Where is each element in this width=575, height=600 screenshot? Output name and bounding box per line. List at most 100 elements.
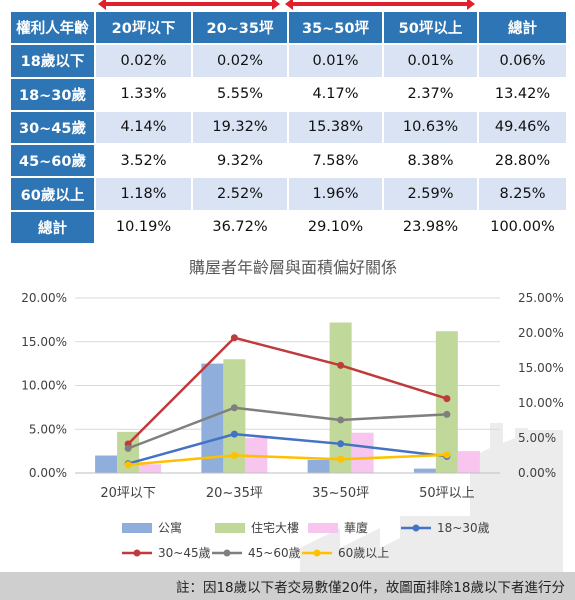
table-row: 60歲以上 1.18% 2.52% 1.96% 2.59% 8.25%: [9, 176, 568, 212]
line-point: [230, 334, 238, 342]
row-label: 總計: [9, 209, 96, 246]
x-tick-label: 20坪以下: [100, 486, 156, 501]
y-tick-label-left: 0.00%: [29, 466, 67, 480]
table-cell: 0.02%: [94, 43, 193, 79]
table-cell: 0.06%: [477, 43, 568, 79]
table-cell: 100.00%: [477, 209, 568, 246]
chart-title: 購屋者年齡層與面積偏好關係: [189, 258, 397, 277]
line-point: [230, 451, 238, 459]
x-axis: 20坪以下 20~35坪 35~50坪 50坪以上: [75, 472, 500, 501]
footnote: 註：因18歲以下者交易數僅20件，故圖面排除18歲以下者進行分: [175, 580, 565, 596]
table-cell: 29.10%: [287, 209, 384, 246]
table-header-row: 權利人年齡 20坪以下 20~35坪 35~50坪 50坪以上 總計: [9, 9, 568, 46]
table-cell: 2.37%: [382, 76, 479, 112]
row-label: 30~45歲: [9, 109, 96, 146]
y-tick-label-right: 25.00%: [518, 291, 564, 305]
table-cell: 13.42%: [477, 76, 568, 112]
table-cell: 5.55%: [191, 76, 289, 112]
legend-marker: [223, 549, 231, 557]
bar: [201, 363, 224, 473]
legend-label: 住宅大樓: [251, 520, 299, 535]
series-line: [127, 432, 448, 465]
row-label: 45~60歲: [9, 143, 96, 179]
legend-marker: [412, 524, 420, 532]
row-label: 60歲以上: [9, 176, 96, 212]
table-cell: 4.17%: [287, 76, 384, 112]
row-label: 18~30歲: [9, 76, 96, 112]
bar: [351, 432, 374, 473]
y-tick-label-right: 20.00%: [518, 326, 564, 340]
row-label: 18歲以下: [9, 43, 96, 79]
y-tick-label-left: 5.00%: [29, 422, 67, 436]
header-cell: 35~50坪: [287, 9, 384, 46]
line-point: [443, 410, 451, 418]
table-cell: 0.02%: [191, 43, 289, 79]
age-area-table: 權利人年齡 20坪以下 20~35坪 35~50坪 50坪以上 總計 18歲以下…: [9, 9, 568, 246]
table-cell: 15.38%: [287, 109, 384, 146]
table-cell: 1.96%: [287, 176, 384, 212]
y-tick-label-right: 5.00%: [518, 431, 556, 445]
table-row: 45~60歲 3.52% 9.32% 7.58% 8.38% 28.80%: [9, 143, 568, 179]
series-line: [127, 406, 447, 450]
legend-label: 公寓: [158, 520, 182, 535]
y-tick-label-right: 15.00%: [518, 361, 564, 375]
legend-label: 華廈: [344, 520, 368, 535]
header-cell: 20~35坪: [191, 9, 289, 46]
line-point: [337, 361, 345, 369]
table-cell: 4.14%: [94, 109, 193, 146]
y-axis-right: 0.00% 5.00% 10.00% 15.00% 20.00% 25.00%: [518, 291, 564, 480]
table-cell: 0.01%: [287, 43, 384, 79]
table-row: 18歲以下 0.02% 0.02% 0.01% 0.01% 0.06%: [9, 43, 568, 79]
table-cell: 49.46%: [477, 109, 568, 146]
legend-label: 60歲以上: [338, 546, 389, 560]
table-cell: 1.33%: [94, 76, 193, 112]
table-cell: 28.80%: [477, 143, 568, 179]
table-cell: 23.98%: [382, 209, 479, 246]
y-axis-left: 0.00% 5.00% 10.00% 15.00% 20.00%: [21, 291, 67, 480]
bar: [139, 464, 162, 473]
legend-label: 18~30歲: [437, 521, 490, 535]
table-cell: 8.38%: [382, 143, 479, 179]
header-cell: 權利人年齡: [9, 9, 96, 46]
x-tick-label: 35~50坪: [312, 486, 369, 501]
legend-swatch: [308, 523, 338, 533]
bar: [457, 451, 480, 473]
line-series: [124, 334, 451, 469]
table-cell: 1.18%: [94, 176, 193, 212]
line-point: [443, 395, 451, 403]
line-point: [443, 451, 451, 459]
legend-marker: [313, 549, 321, 557]
legend-marker: [133, 549, 141, 557]
y-tick-label-right: 0.00%: [518, 466, 556, 480]
table-row: 30~45歲 4.14% 19.32% 15.38% 10.63% 49.46%: [9, 109, 568, 146]
y-tick-label-left: 20.00%: [21, 291, 67, 305]
series-line: [127, 336, 448, 445]
y-tick-label-left: 10.00%: [21, 379, 67, 393]
bar: [435, 331, 458, 473]
line-point: [230, 404, 238, 412]
line-point: [124, 444, 132, 452]
table-total-row: 總計 10.19% 36.72% 29.10% 23.98% 100.00%: [9, 209, 568, 246]
x-tick-label: 20~35坪: [206, 486, 263, 501]
header-cell: 50坪以上: [382, 9, 479, 46]
line-point: [337, 416, 345, 424]
building-watermark: [300, 423, 563, 572]
bar: [307, 459, 330, 473]
series-line: [128, 453, 447, 466]
legend: 公寓 住宅大樓 華廈 18~30歲 30~45歲 45~60歲 60歲以上: [122, 520, 490, 560]
table-cell: 36.72%: [191, 209, 289, 246]
y-tick-label-right: 10.00%: [518, 396, 564, 410]
table-cell: 8.25%: [477, 176, 568, 212]
bar: [223, 359, 246, 473]
bar: [329, 322, 352, 473]
table-cell: 9.32%: [191, 143, 289, 179]
legend-label: 45~60歲: [248, 546, 301, 560]
right-double-arrow: [285, 0, 475, 10]
table-cell: 10.19%: [94, 209, 193, 246]
bar: [413, 468, 436, 473]
legend-swatch: [215, 523, 245, 533]
table-row: 18~30歲 1.33% 5.55% 4.17% 2.37% 13.42%: [9, 76, 568, 112]
left-double-arrow: [98, 0, 280, 10]
age-area-chart: 購屋者年齡層與面積偏好關係 0.00% 5.00% 10.00% 15.00% 20.0…: [21, 258, 564, 572]
table-cell: 10.63%: [382, 109, 479, 146]
